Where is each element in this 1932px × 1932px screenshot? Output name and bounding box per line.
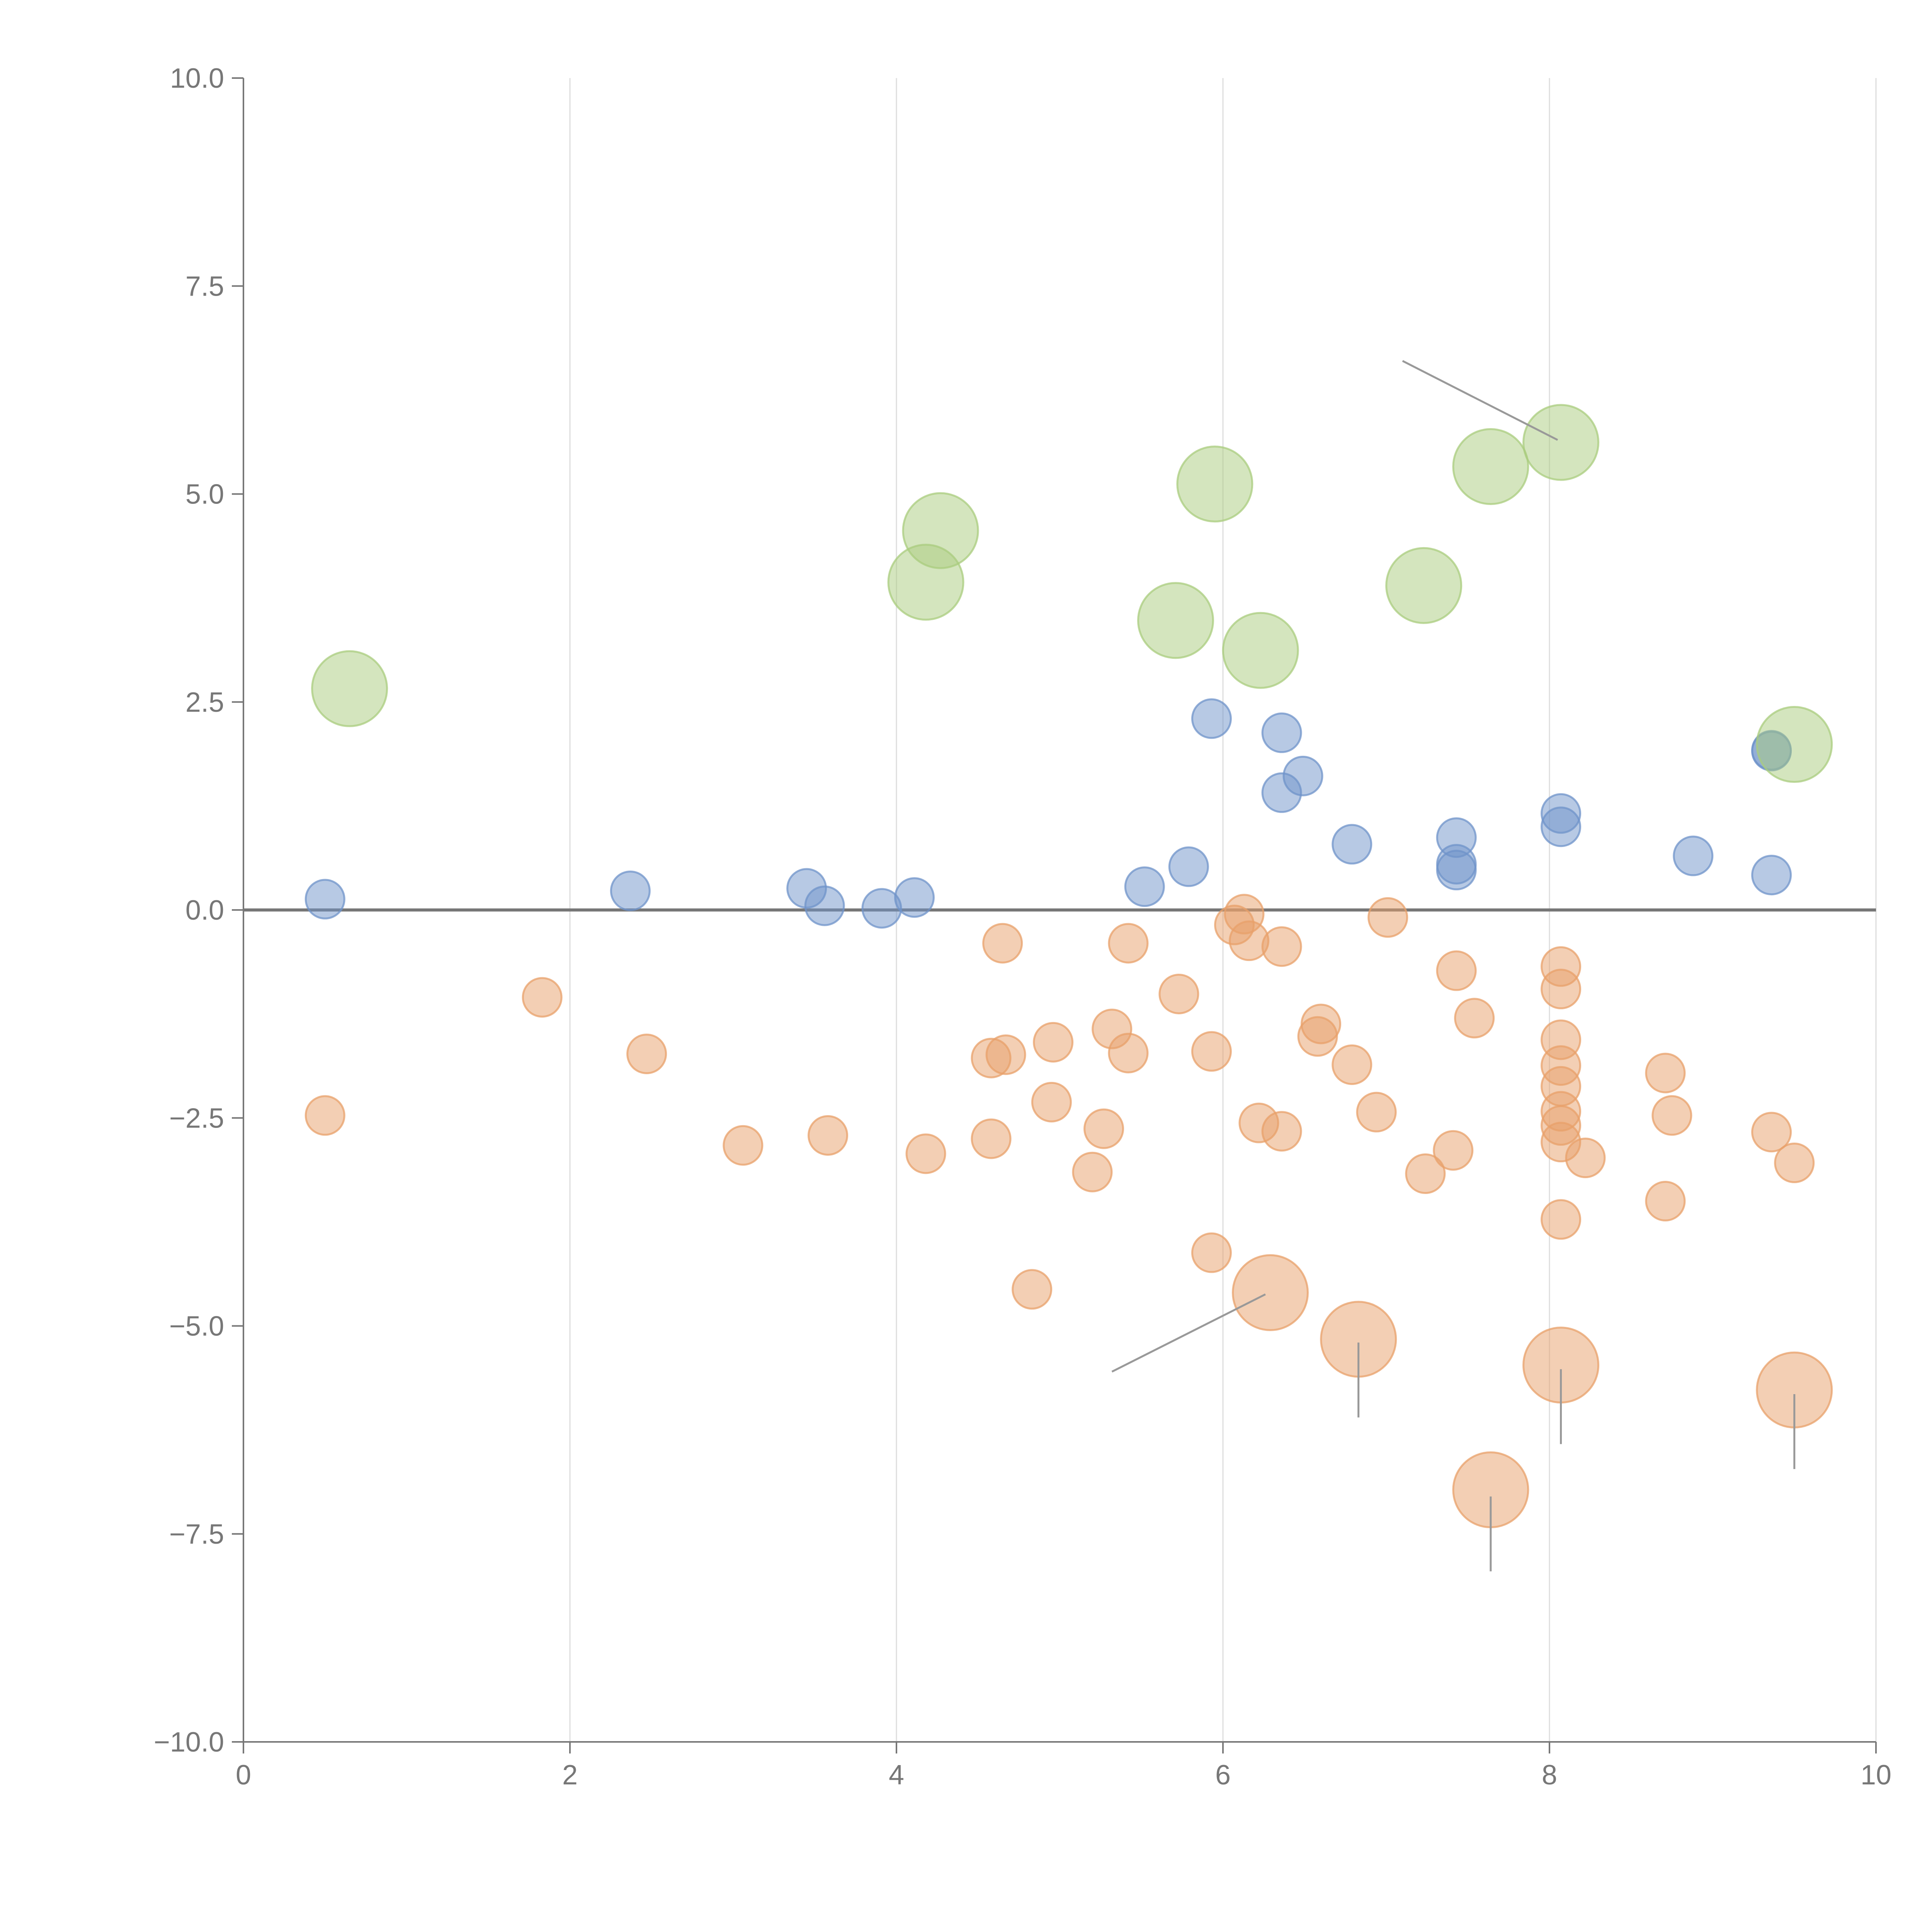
y-tick-label: −2.5 xyxy=(169,1103,224,1134)
data-point-orange xyxy=(1031,1082,1072,1122)
data-point-orange-large xyxy=(1232,1254,1309,1331)
data-point-blue xyxy=(1436,850,1477,891)
data-point-orange xyxy=(1645,1053,1686,1094)
data-point-orange xyxy=(1541,969,1582,1010)
data-point-orange xyxy=(626,1033,667,1074)
x-tick-label: 10 xyxy=(1861,1760,1891,1791)
data-point-orange xyxy=(1367,897,1408,938)
data-point-orange xyxy=(522,977,563,1018)
data-point-orange xyxy=(1332,1044,1372,1085)
data-point-blue xyxy=(1541,806,1582,847)
data-point-blue xyxy=(894,877,935,918)
data-point-orange xyxy=(1774,1143,1815,1184)
data-point-orange xyxy=(985,1034,1026,1075)
y-tick-label: −5.0 xyxy=(169,1311,224,1342)
x-tick-label: 2 xyxy=(562,1760,578,1791)
x-tick-label: 6 xyxy=(1215,1760,1231,1791)
data-point-orange xyxy=(1261,926,1302,967)
y-tick-label: −10.0 xyxy=(154,1727,224,1758)
data-point-green xyxy=(1756,706,1833,783)
data-point-blue xyxy=(1673,835,1714,876)
data-point-green xyxy=(902,492,979,569)
data-point-blue xyxy=(610,870,651,911)
annotation-leader-line xyxy=(1111,1293,1266,1373)
data-point-orange xyxy=(1405,1153,1446,1194)
data-point-orange xyxy=(1108,923,1149,964)
data-point-green xyxy=(1522,404,1600,481)
data-point-orange xyxy=(1645,1181,1686,1222)
data-point-orange xyxy=(971,1118,1012,1159)
series-orange-large xyxy=(1232,1254,1833,1529)
data-point-orange xyxy=(905,1133,946,1174)
series-green xyxy=(311,404,1833,783)
data-point-orange xyxy=(1261,1111,1302,1152)
data-point-blue xyxy=(1261,712,1302,753)
x-tick-label: 8 xyxy=(1542,1760,1557,1791)
data-point-orange xyxy=(1108,1032,1149,1073)
data-point-blue xyxy=(1124,866,1165,907)
y-tick-label: 2.5 xyxy=(185,687,224,718)
series-blue xyxy=(304,698,1792,929)
data-point-orange xyxy=(1158,973,1199,1014)
data-point-orange xyxy=(1751,1112,1792,1153)
data-point-orange xyxy=(1356,1092,1397,1133)
data-point-green xyxy=(1385,547,1463,624)
data-point-orange xyxy=(1454,998,1495,1039)
data-point-orange xyxy=(723,1125,764,1166)
data-point-orange xyxy=(1436,950,1477,991)
data-point-blue xyxy=(804,885,845,926)
data-point-blue xyxy=(1751,855,1792,896)
data-point-orange xyxy=(1301,1003,1341,1044)
data-point-orange xyxy=(1191,1232,1232,1273)
points-layer xyxy=(304,404,1833,1529)
data-point-blue xyxy=(1332,824,1372,865)
data-point-orange xyxy=(1541,1199,1582,1240)
data-point-green xyxy=(1176,446,1253,523)
data-point-green xyxy=(1137,582,1214,659)
data-point-orange xyxy=(304,1095,345,1136)
y-tick-label: 10.0 xyxy=(170,63,224,94)
data-point-orange xyxy=(1191,1031,1232,1072)
data-point-orange xyxy=(1072,1151,1113,1192)
annotation-layer xyxy=(1111,360,1796,1571)
data-point-green xyxy=(1222,612,1299,689)
data-point-orange xyxy=(1433,1130,1474,1171)
data-point-orange xyxy=(1012,1269,1053,1310)
annotation-leader-line xyxy=(1402,360,1558,441)
data-point-orange xyxy=(982,923,1023,964)
data-point-blue xyxy=(304,879,345,920)
series-orange xyxy=(304,894,1815,1310)
axis-layer: 0 2 4 6 8 10 10.0 7.5 5.0 2.5 0.0 −2.5 −5.0 −7.5 −10.0 xyxy=(154,63,1891,1791)
y-tick-label: 5.0 xyxy=(185,479,224,510)
data-point-green xyxy=(311,650,388,727)
data-point-blue xyxy=(1168,846,1209,887)
data-point-orange xyxy=(808,1115,849,1156)
data-point-orange xyxy=(1565,1138,1606,1179)
data-point-blue xyxy=(1191,698,1232,739)
x-tick-label: 0 xyxy=(236,1760,251,1791)
data-point-orange xyxy=(1033,1022,1074,1063)
y-tick-label: −7.5 xyxy=(169,1519,224,1550)
y-tick-label: 7.5 xyxy=(185,271,224,302)
x-tick-label: 4 xyxy=(889,1760,904,1791)
data-point-orange xyxy=(1083,1108,1124,1149)
data-point-blue xyxy=(1282,755,1323,796)
y-tick-label: 0.0 xyxy=(185,895,224,926)
data-point-green xyxy=(1452,428,1529,505)
data-point-orange xyxy=(1651,1095,1692,1136)
